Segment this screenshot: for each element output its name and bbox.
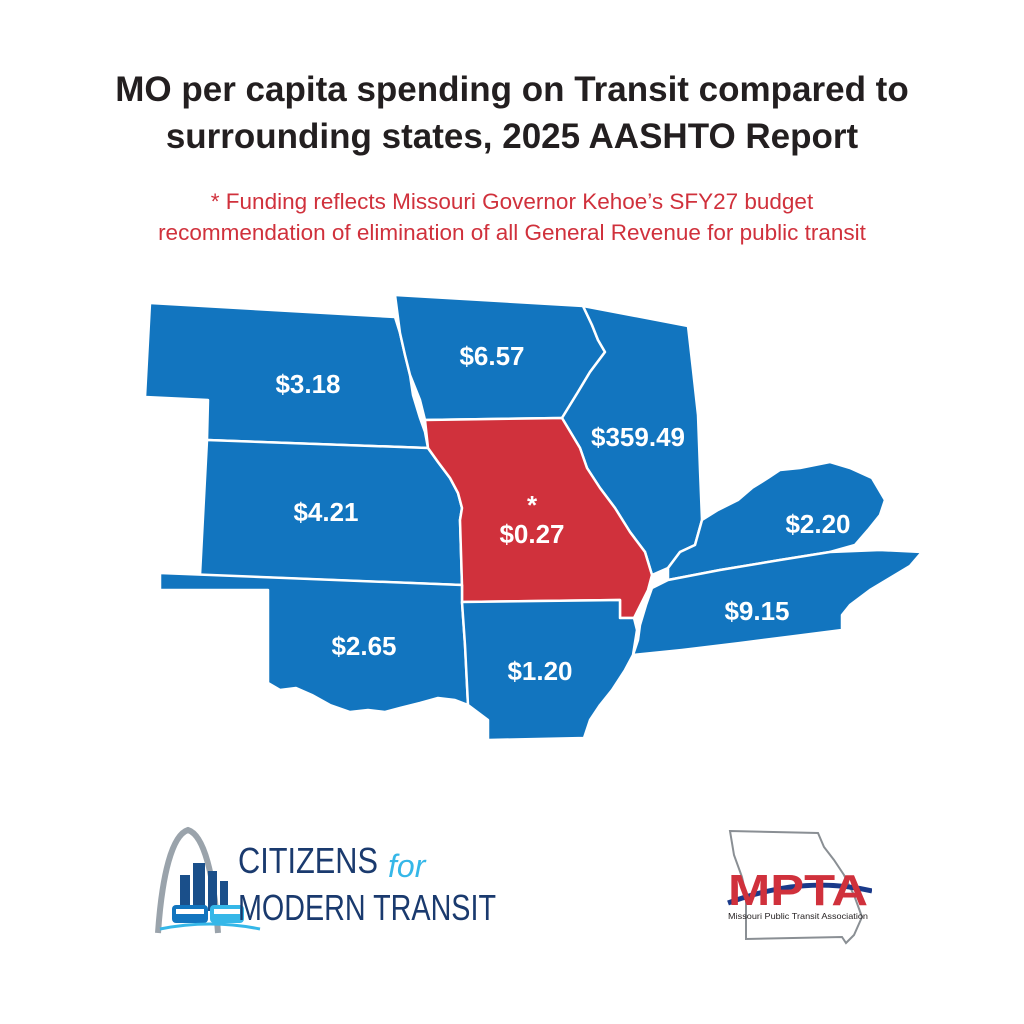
state-nebraska: $3.18 [143, 301, 430, 450]
state-illinois: $359.49 [560, 304, 704, 577]
state-kansas: $4.21 [198, 438, 464, 587]
cmt-logo-line1: CITIZENS [238, 840, 378, 881]
road-swoosh-icon [159, 922, 261, 931]
mpta-logo-abbr: MPTA [728, 866, 868, 915]
state-value-arkansas: $1.20 [507, 656, 572, 686]
state-iowa: $6.57 [393, 293, 607, 422]
cmt-logo-for: for [388, 848, 427, 884]
state-value-kentucky: $2.20 [785, 509, 850, 539]
state-value-illinois: $359.49 [591, 422, 685, 452]
map-title: MO per capita spending on Transit compar… [40, 66, 984, 160]
state-value-kansas: $4.21 [293, 497, 358, 527]
state-value-tennessee: $9.15 [724, 596, 789, 626]
state-arkansas: $1.20 [460, 598, 639, 742]
skyline-icon [180, 863, 228, 911]
state-value-nebraska: $3.18 [275, 369, 340, 399]
state-value-oklahoma: $2.65 [331, 631, 396, 661]
mpta-swoosh-icon [727, 882, 872, 906]
state-oklahoma: $2.65 [158, 571, 470, 714]
mpta-logo-name: Missouri Public Transit Association [728, 911, 868, 921]
state-shape-oklahoma [158, 571, 470, 714]
state-shape-tennessee [631, 548, 924, 657]
title-line-1: MO per capita spending on Transit compar… [115, 70, 909, 109]
missouri-asterisk: * [527, 490, 538, 520]
state-value-iowa: $6.57 [459, 341, 524, 371]
missouri-outline-icon [728, 829, 864, 945]
mpta-logo: MPTA Missouri Public Transit Association [727, 829, 872, 945]
bus-icon [172, 905, 244, 923]
state-missouri: * $0.27 [423, 416, 654, 620]
state-shape-arkansas [460, 598, 639, 742]
title-line-2: surrounding states, 2025 AASHTO Report [165, 117, 859, 156]
cmt-logo: CITIZENS for MODERN TRANSIT [155, 826, 496, 934]
map-subtitle: * Funding reflects Missouri Governor Keh… [40, 186, 984, 248]
state-shape-kentucky [666, 460, 887, 582]
subtitle-line-2: recommendation of elimination of all Gen… [158, 220, 866, 245]
cmt-logo-line2: MODERN TRANSIT [238, 887, 496, 928]
state-kentucky: $2.20 [666, 460, 887, 582]
state-value-missouri: $0.27 [499, 519, 564, 549]
subtitle-line-1: * Funding reflects Missouri Governor Keh… [210, 189, 814, 214]
state-tennessee: $9.15 [631, 548, 924, 657]
